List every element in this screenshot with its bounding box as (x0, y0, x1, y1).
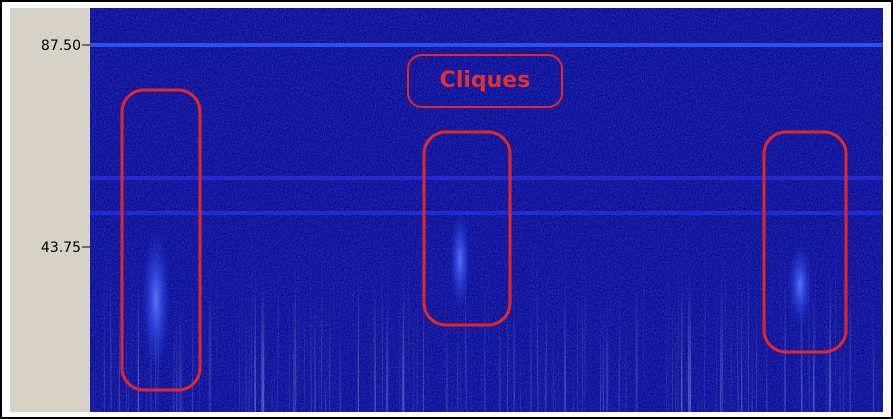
axis-panel (10, 8, 90, 412)
tick-label: 87.50 (41, 38, 81, 54)
signal (450, 210, 470, 310)
annotation-label: Cliques (440, 68, 531, 93)
page: 87.50 43.75 Cliques (() => { const data … (0, 0, 893, 419)
signal (788, 245, 812, 325)
tick-label: 43.75 (41, 240, 81, 256)
spectrogram-view: 87.50 43.75 Cliques (0, 0, 893, 419)
signal (142, 230, 170, 370)
band-line (90, 43, 883, 47)
